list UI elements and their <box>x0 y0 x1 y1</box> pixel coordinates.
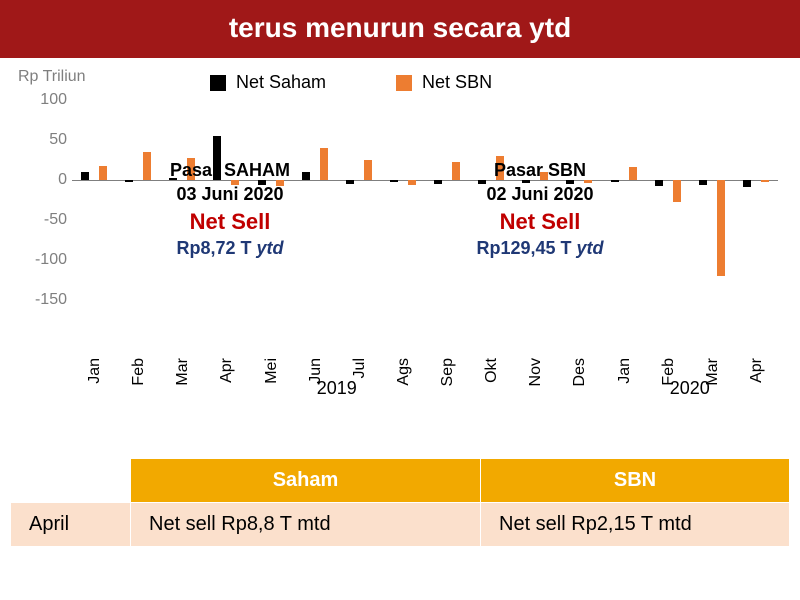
bar <box>390 180 398 182</box>
y-axis-label: Rp Triliun <box>18 68 86 86</box>
legend-item-sbn: Net SBN <box>396 72 492 93</box>
legend-swatch-sbn <box>396 75 412 91</box>
legend-item-saham: Net Saham <box>210 72 326 93</box>
bar <box>655 180 663 186</box>
bar <box>99 166 107 180</box>
table-header-row: Saham SBN <box>11 459 790 503</box>
page-title: terus menurun secara ytd <box>0 0 800 58</box>
xtick-label: Des <box>571 358 589 386</box>
table-cell-sbn: Net sell Rp2,15 T mtd <box>481 503 790 547</box>
table-cell-saham: Net sell Rp8,8 T mtd <box>131 503 481 547</box>
ytick-label: 0 <box>17 171 67 189</box>
table-row: April Net sell Rp8,8 T mtd Net sell Rp2,… <box>11 503 790 547</box>
bar <box>346 180 354 184</box>
legend-label-saham: Net Saham <box>236 72 326 93</box>
xtick-label: Feb <box>130 358 148 386</box>
xtick-label: Ags <box>395 358 413 386</box>
xtick-label: Jul <box>351 358 369 378</box>
annot-sbn-title: Pasar SBN <box>440 158 640 182</box>
ytick-label: 50 <box>17 131 67 149</box>
xtick-label: Sep <box>439 358 457 386</box>
ytick-label: 100 <box>17 91 67 109</box>
annot-sbn-date: 02 Juni 2020 <box>440 182 640 206</box>
ytick-label: -100 <box>17 251 67 269</box>
summary-table: Saham SBN April Net sell Rp8,8 T mtd Net… <box>10 458 790 547</box>
legend-swatch-saham <box>210 75 226 91</box>
annot-sbn-netsell: Net Sell <box>440 207 640 237</box>
annot-sbn-value: Rp129,45 T ytd <box>440 236 640 260</box>
annotation-sbn: Pasar SBN 02 Juni 2020 Net Sell Rp129,45… <box>440 158 640 261</box>
ytick-label: -50 <box>17 211 67 229</box>
bar <box>761 180 769 182</box>
annot-saham-date: 03 Juni 2020 <box>130 182 330 206</box>
bar <box>364 160 372 180</box>
xtick-label: Mar <box>174 358 192 386</box>
bar <box>699 180 707 185</box>
xtick-label: Apr <box>748 358 766 383</box>
bar <box>673 180 681 202</box>
xtick-label: Jan <box>86 358 104 384</box>
bar <box>408 180 416 185</box>
annot-saham-title: Pasar SAHAM <box>130 158 330 182</box>
year-label: 2020 <box>670 378 710 399</box>
xtick-label: Mei <box>263 358 281 384</box>
annotation-saham: Pasar SAHAM 03 Juni 2020 Net Sell Rp8,72… <box>130 158 330 261</box>
table-row-label: April <box>11 503 131 547</box>
table-header-sbn: SBN <box>481 459 790 503</box>
table-header-saham: Saham <box>131 459 481 503</box>
year-label: 2019 <box>317 378 357 399</box>
annot-saham-netsell: Net Sell <box>130 207 330 237</box>
bar <box>81 172 89 180</box>
xtick-label: Nov <box>527 358 545 386</box>
x-axis-labels: JanFebMarAprMeiJunJulAgsSepOktNovDesJanF… <box>72 308 778 368</box>
bar <box>717 180 725 276</box>
chart-container: Rp Triliun Net Saham Net SBN -150 -100 -50… <box>10 68 790 448</box>
xtick-label: Okt <box>483 358 501 383</box>
xtick-label: Jan <box>616 358 634 384</box>
table-header-blank <box>11 459 131 503</box>
legend-label-sbn: Net SBN <box>422 72 492 93</box>
annot-saham-value: Rp8,72 T ytd <box>130 236 330 260</box>
bar <box>743 180 751 187</box>
ytick-label: -150 <box>17 291 67 309</box>
xtick-label: Apr <box>218 358 236 383</box>
legend: Net Saham Net SBN <box>210 72 492 93</box>
